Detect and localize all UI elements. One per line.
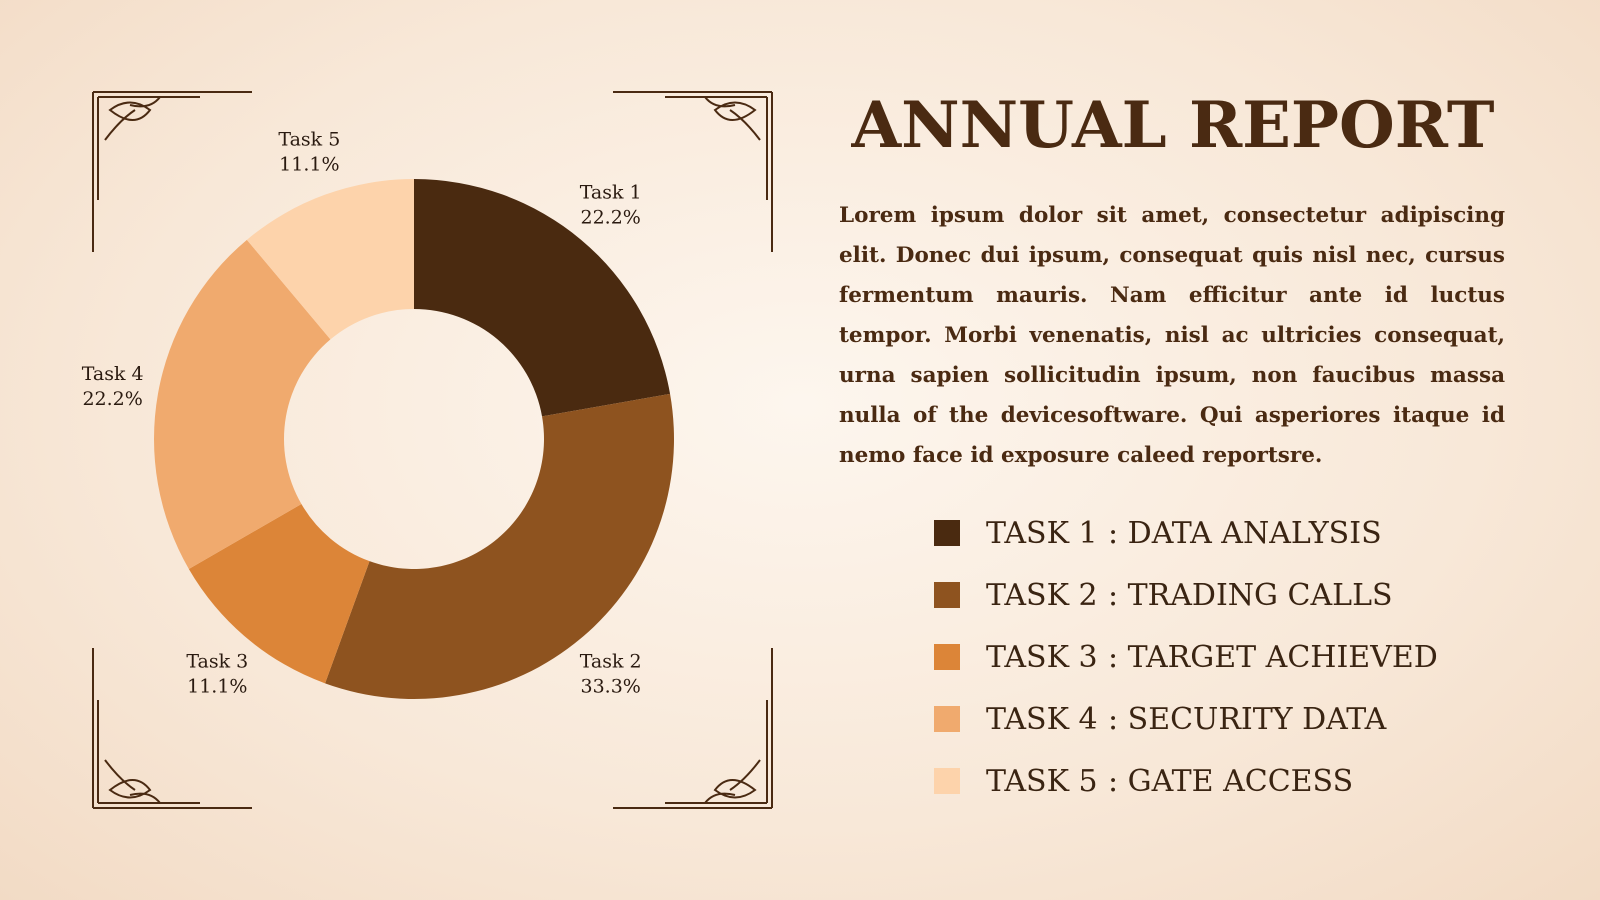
donut-segment <box>246 179 414 340</box>
legend-label: TASK 5 <box>986 763 1098 799</box>
segment-name: Task 5 <box>278 128 340 150</box>
donut-segment <box>325 393 674 699</box>
legend-item: TASK 3 : TARGET ACHIEVED <box>934 637 1438 677</box>
legend-text: : GATE ACCESS <box>1108 763 1354 799</box>
segment-value: 22.2% <box>581 207 641 229</box>
legend-item: TASK 1 : DATA ANALYSIS <box>934 513 1382 553</box>
chart: Task 1 22.2% Task 2 33.3% Task 3 11.1% Task 4 2… <box>82 91 773 809</box>
legend-label: TASK 1 <box>986 515 1098 551</box>
legend-swatch <box>934 644 960 670</box>
donut-segment <box>414 179 671 417</box>
legend-swatch <box>934 706 960 732</box>
legend-text: : TRADING CALLS <box>1108 577 1393 613</box>
donut-segment <box>188 504 370 684</box>
legend-label: TASK 3 <box>986 639 1098 675</box>
legend-text: : TARGET ACHIEVED <box>1108 639 1438 675</box>
legend-swatch <box>934 582 960 608</box>
ornaments <box>92 91 773 809</box>
segment-value: 11.1% <box>187 675 247 697</box>
legend-text: : DATA ANALYSIS <box>1108 515 1382 551</box>
segment-value: 11.1% <box>279 153 339 175</box>
legend-item: TASK 5 : GATE ACCESS <box>934 761 1353 801</box>
segment-value: 33.3% <box>581 675 641 697</box>
legend-item: TASK 4 : SECURITY DATA <box>934 699 1386 739</box>
segment-name: Task 3 <box>186 650 248 672</box>
donut-segment <box>154 239 331 570</box>
title: ANNUAL REPORT <box>851 88 1495 163</box>
legend-text: : SECURITY DATA <box>1108 701 1387 737</box>
segment-name: Task 4 <box>82 363 144 385</box>
legend-item: TASK 2 : TRADING CALLS <box>934 575 1393 615</box>
legend-swatch <box>934 520 960 546</box>
legend-label: TASK 2 <box>986 577 1098 613</box>
segment-name: Task 1 <box>580 182 642 204</box>
legend-swatch <box>934 768 960 794</box>
legend-label: TASK 4 <box>986 701 1098 737</box>
body-text: Lorem ipsum dolor sit amet, consectetur … <box>839 203 1505 468</box>
segment-name: Task 2 <box>580 650 642 672</box>
segment-value: 22.2% <box>82 388 142 410</box>
